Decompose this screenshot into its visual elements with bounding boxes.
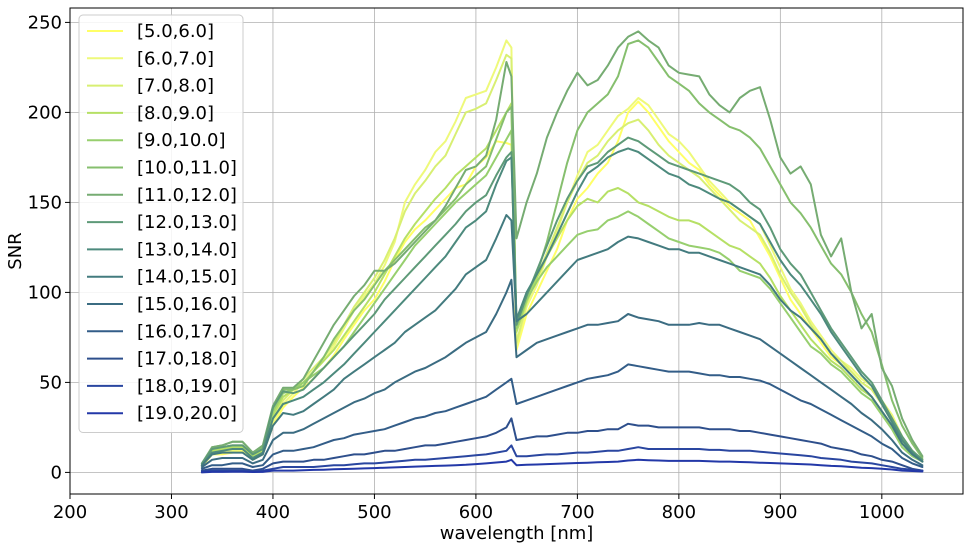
legend-label: [19.0,20.0] <box>137 403 237 424</box>
series-line-7 <box>200 136 924 465</box>
legend-box <box>78 14 244 433</box>
y-tick-label: 50 <box>39 372 62 393</box>
y-tick-label: 150 <box>28 192 62 213</box>
x-tick-label: 500 <box>357 502 391 523</box>
series-line-14 <box>200 458 924 474</box>
y-tick-label: 200 <box>28 102 62 123</box>
x-axis-title: wavelength [nm] <box>440 523 594 544</box>
x-tick-label: 900 <box>763 502 797 523</box>
grid-lines <box>69 8 963 494</box>
x-tick-label: 700 <box>560 502 594 523</box>
x-axis-ticks: 200 300 400 500 600 700 800 900 1000 <box>53 494 905 523</box>
x-tick-label: 200 <box>53 502 87 523</box>
series-layer <box>200 30 924 474</box>
legend-label: [10.0,11.0] <box>137 158 237 179</box>
legend-label: [11.0,12.0] <box>137 185 237 206</box>
series-line-9 <box>200 214 924 467</box>
x-tick-label: 600 <box>459 502 493 523</box>
legend-label: [18.0,19.0] <box>137 376 237 397</box>
series-line-11 <box>200 363 924 470</box>
legend-label: [6.0,7.0] <box>137 48 214 69</box>
legend-label: [9.0,10.0] <box>137 130 225 151</box>
legend-label: [8.0,9.0] <box>137 103 214 124</box>
legend-label: [13.0,14.0] <box>137 239 237 260</box>
legend-label: [5.0,6.0] <box>137 21 214 42</box>
series-line-13 <box>200 444 924 473</box>
x-tick-label: 300 <box>154 502 188 523</box>
x-tick-label: 400 <box>256 502 290 523</box>
series-line-8 <box>200 147 924 467</box>
series-line-6 <box>200 30 924 465</box>
y-axis-ticks: 0 50 100 150 200 250 <box>28 12 70 483</box>
series-line-3 <box>200 102 924 467</box>
legend-label: [7.0,8.0] <box>137 76 214 97</box>
plot-area-frame <box>69 7 964 495</box>
legend-label: [17.0,18.0] <box>137 349 237 370</box>
series-line-10 <box>200 278 924 468</box>
y-tick-label: 250 <box>28 12 62 33</box>
legend-label: [14.0,15.0] <box>137 267 237 288</box>
x-tick-label: 800 <box>662 502 696 523</box>
legend-label: [16.0,17.0] <box>137 321 237 342</box>
x-tick-label: 1000 <box>859 502 905 523</box>
y-axis-title: SNR <box>5 232 26 269</box>
y-tick-label: 100 <box>28 282 62 303</box>
legend: [5.0,6.0] [6.0,7.0] [7.0,8.0] [8.0,9.0] [9.0… <box>78 14 244 433</box>
legend-label: [12.0,13.0] <box>137 212 237 233</box>
series-line-5 <box>200 39 924 467</box>
legend-label: [15.0,16.0] <box>137 294 237 315</box>
series-line-12 <box>200 417 924 472</box>
y-tick-label: 0 <box>51 462 62 483</box>
